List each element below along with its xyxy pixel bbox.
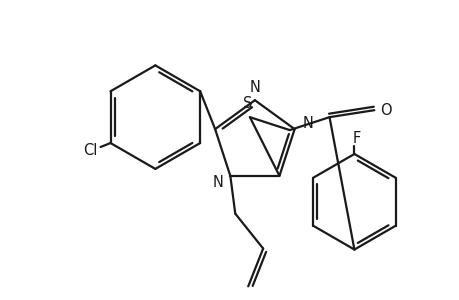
Text: O: O (380, 103, 391, 118)
Text: N: N (302, 116, 312, 130)
Text: N: N (213, 175, 224, 190)
Text: Cl: Cl (83, 143, 98, 158)
Text: F: F (352, 130, 360, 146)
Text: N: N (249, 80, 260, 95)
Text: S: S (243, 96, 252, 111)
